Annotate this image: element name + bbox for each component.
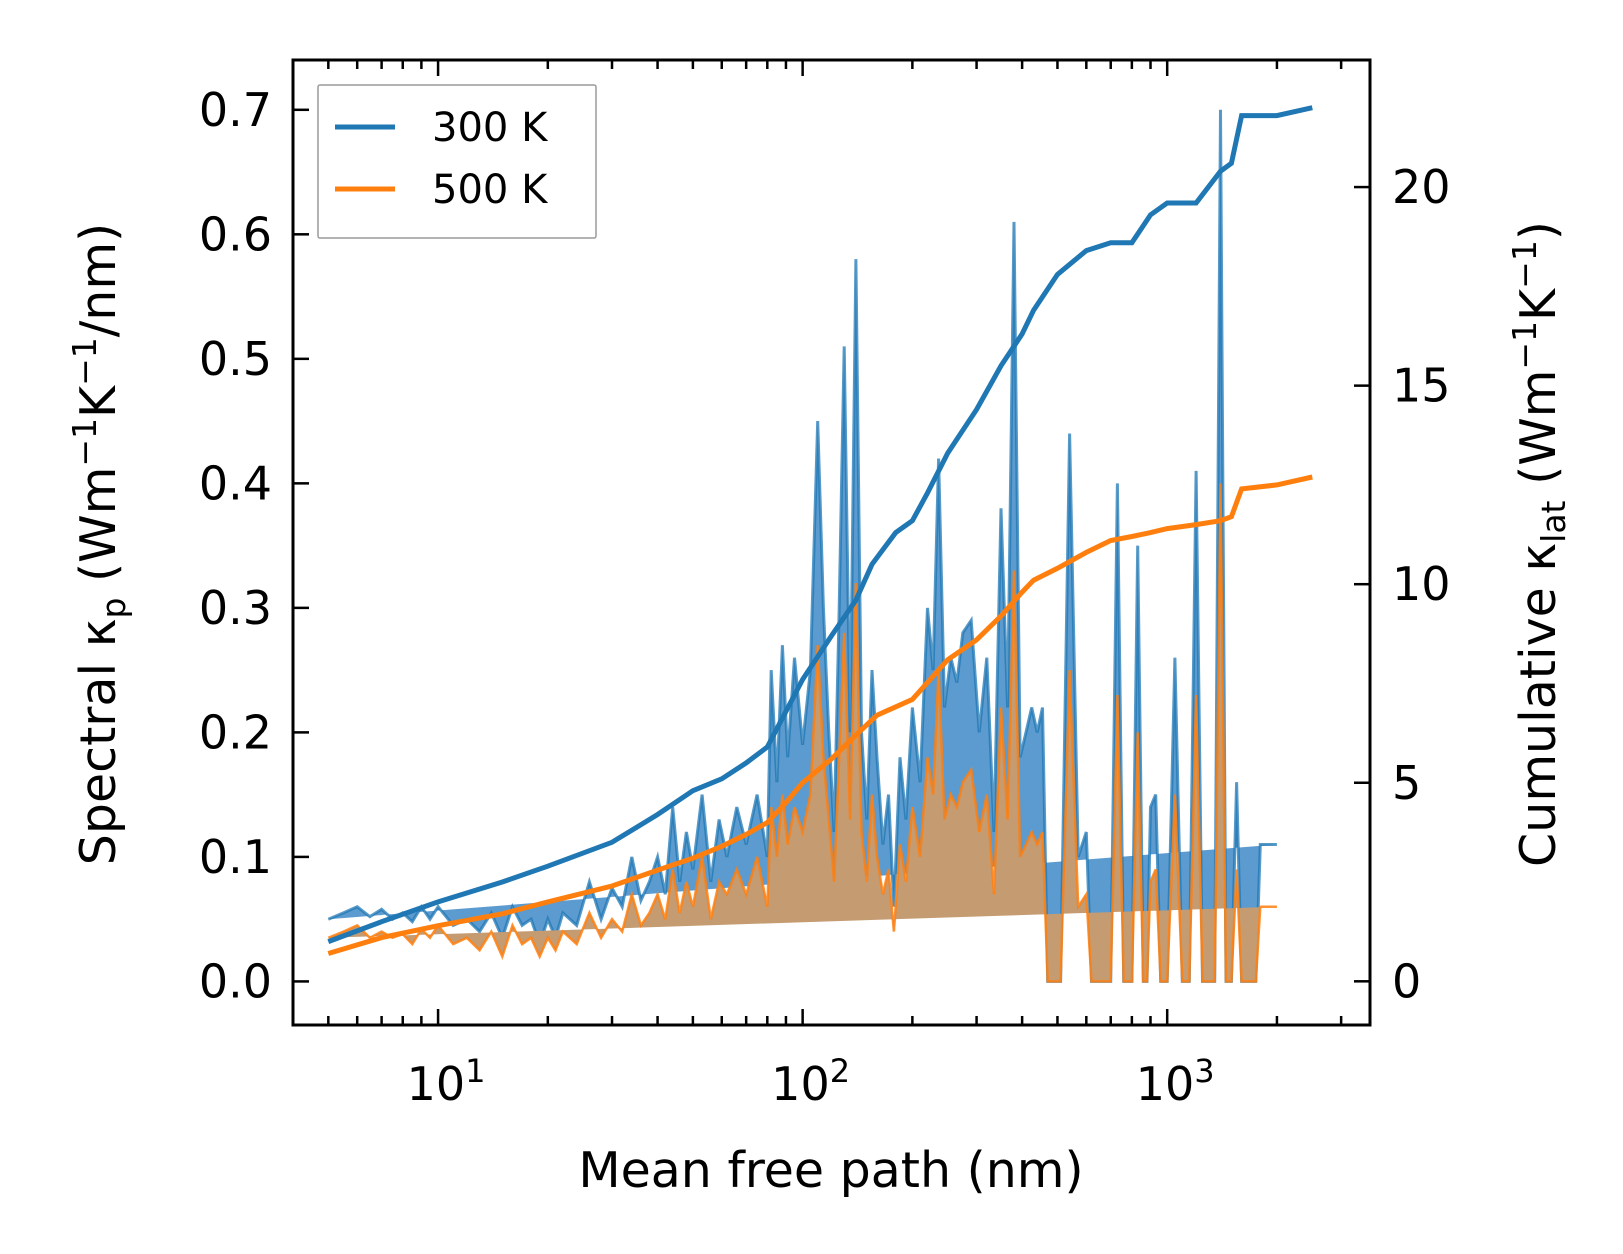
legend: 300 K 500 K — [317, 84, 597, 239]
x-axis-label: Mean free path (nm) — [578, 1142, 1083, 1199]
right-tick-label: 0 — [1392, 954, 1421, 1008]
legend-frame — [317, 84, 597, 239]
left-axis-label: Spectral κp (Wm−1K−1/nm) — [65, 223, 133, 865]
right-tick-label: 15 — [1392, 359, 1451, 413]
legend-label-300k: 300 K — [432, 105, 549, 151]
left-tick-label: 0.7 — [199, 83, 272, 137]
right-tick-labels: 0 5 10 15 20 — [1392, 160, 1451, 1008]
right-tick-label: 5 — [1392, 756, 1421, 810]
left-tick-label: 0.6 — [199, 207, 272, 261]
spectral-300k-fill — [328, 109, 1277, 982]
left-tick-labels: 0.0 0.1 0.2 0.3 0.4 0.5 0.6 0.7 — [199, 83, 272, 1009]
right-tick-label: 20 — [1392, 160, 1451, 214]
left-tick-label: 0.5 — [199, 332, 272, 386]
spectral-500k-line — [327, 483, 1277, 983]
right-tick-label: 10 — [1392, 557, 1451, 611]
x-tick-label: 103 — [1136, 1052, 1215, 1111]
left-tick-label: 0.0 — [199, 954, 272, 1008]
plot-frame — [291, 58, 1372, 1027]
x-axis-ticks — [291, 60, 1343, 1025]
cumulative-500k-line — [327, 474, 1313, 956]
left-tick-label: 0.4 — [199, 456, 272, 510]
x-tick-label: 101 — [407, 1052, 486, 1111]
left-tick-label: 0.1 — [199, 830, 272, 884]
spectral-300k-line — [327, 109, 1277, 983]
cumulative-300k-line — [327, 105, 1313, 944]
x-tick-label: 102 — [771, 1052, 850, 1111]
left-axis-ticks — [293, 108, 309, 983]
legend-label-500k: 500 K — [432, 167, 549, 213]
spectral-500k-fill — [328, 483, 1277, 982]
right-axis-label: Cumulative κlat (Wm−1K−1) — [1505, 221, 1573, 867]
left-tick-label: 0.3 — [199, 581, 272, 635]
left-tick-label: 0.2 — [199, 705, 272, 759]
right-axis-ticks — [1354, 185, 1370, 983]
